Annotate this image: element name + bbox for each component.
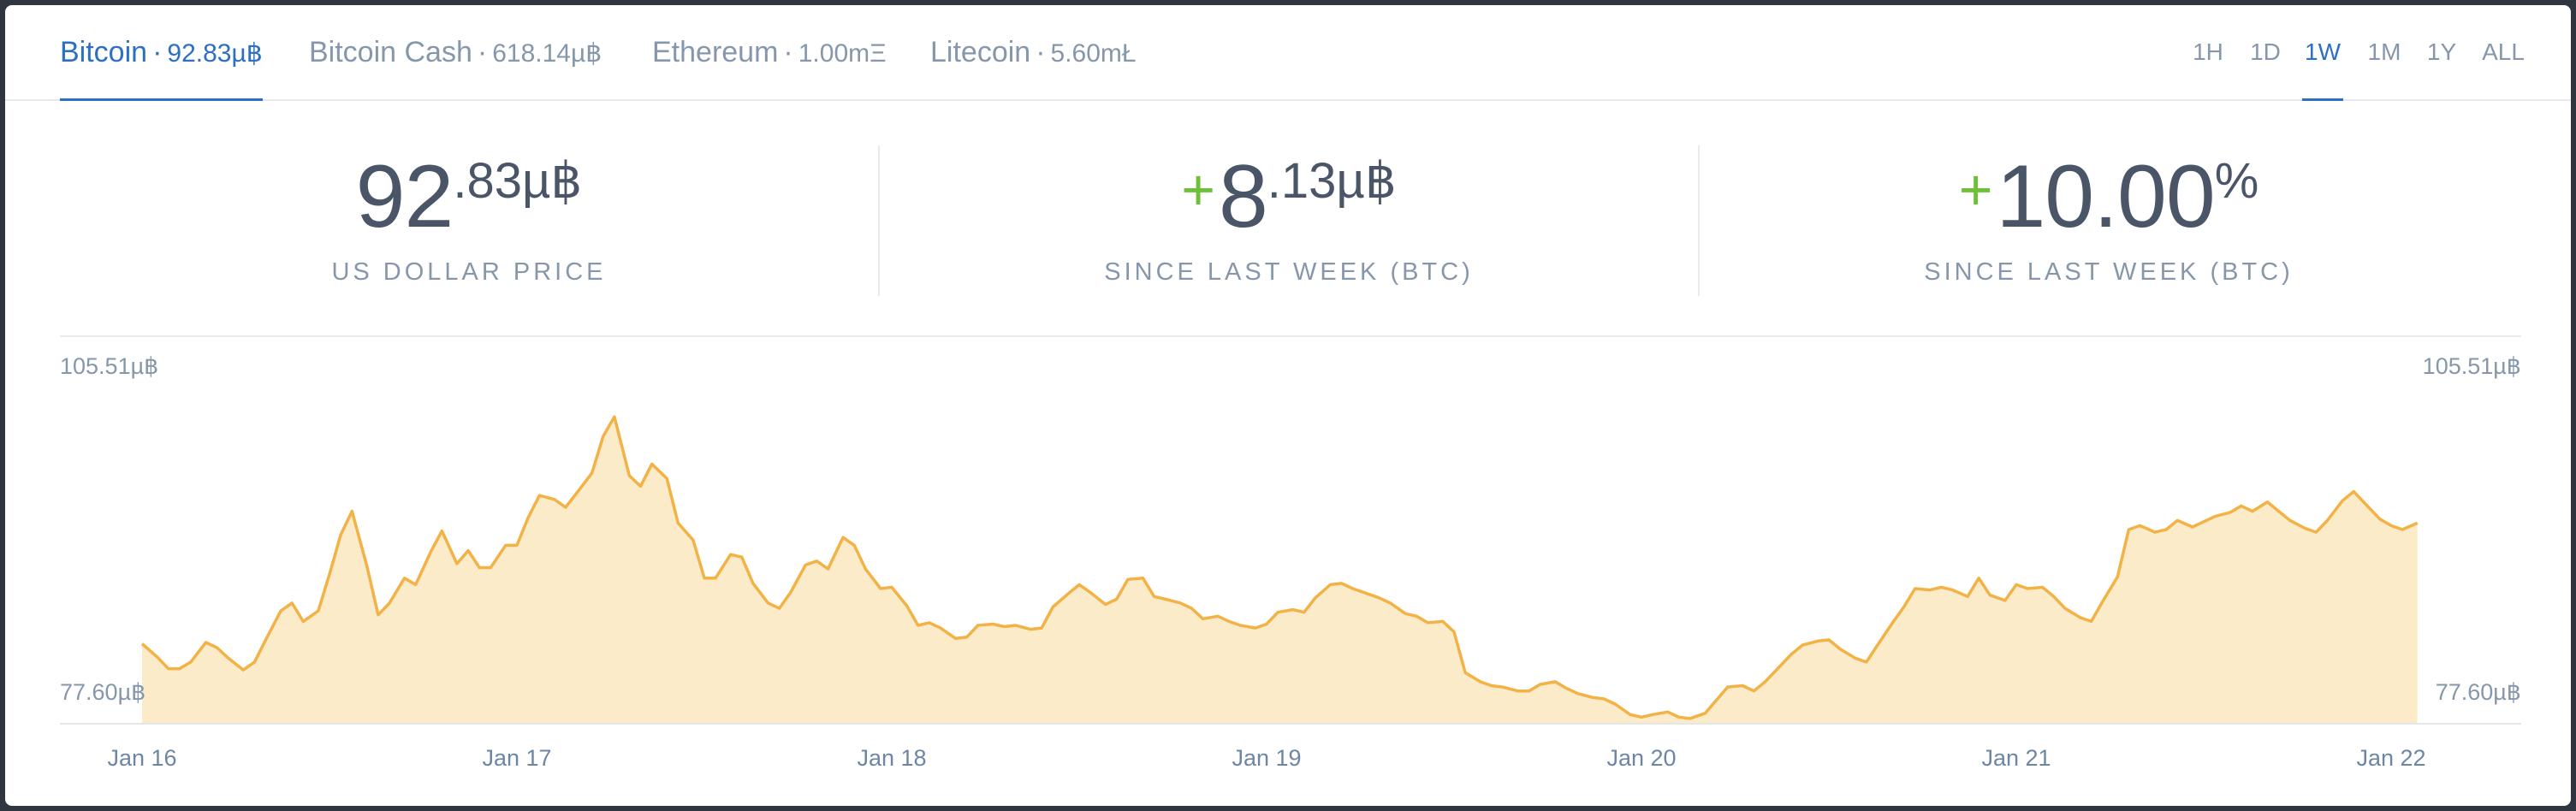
stat-price-fraction: .83µ฿ [453,153,583,209]
tab-separator: · [1036,36,1046,68]
tab-ethereum-label: Ethereum [652,36,779,68]
stat-divider [1698,145,1700,296]
tab-bitcoin-cash-price: 618.14µ฿ [492,39,602,68]
stat-percent-label: SINCE LAST WEEK (BTC) [1924,258,2294,286]
tab-litecoin[interactable]: Litecoin · 5.60mŁ [930,5,1137,99]
stat-price-main: 92 [355,147,454,246]
tab-bitcoin-cash[interactable]: Bitcoin Cash · 618.14µ฿ [309,5,602,99]
range-tab-1w[interactable]: 1W [2302,5,2343,101]
stat-change: +8.13µ฿ SINCE LAST WEEK (BTC) [880,145,1698,287]
stat-percent-main: 10.00 [1996,147,2215,246]
y-axis-max-right: 105.51µ฿ [2423,353,2521,379]
price-chart-panel: Bitcoin · 92.83µ฿ Bitcoin Cash · 618.14µ฿ Et… [5,5,2571,806]
tab-separator: · [477,36,488,68]
y-axis-min-left: 77.60µ฿ [60,679,145,705]
tab-separator: · [152,36,163,68]
stat-change-label: SINCE LAST WEEK (BTC) [1104,258,1474,286]
tab-separator: · [783,36,793,68]
tab-litecoin-price: 5.60mŁ [1050,39,1137,68]
x-tick-label: Jan 20 [1606,745,1676,771]
range-tab-1d[interactable]: 1D [2250,38,2281,65]
range-tab-1m[interactable]: 1M [2367,38,2401,65]
y-axis-min-right: 77.60µ฿ [2436,679,2521,705]
y-axis-max-left: 105.51µ฿ [60,353,158,379]
tab-bitcoin-price: 92.83µ฿ [167,39,263,68]
x-tick-label: Jan 21 [1981,745,2051,771]
x-tick-label: Jan 19 [1232,745,1301,771]
price-area-fill [142,417,2418,724]
x-tick-label: Jan 18 [857,745,926,771]
x-tick-label: Jan 17 [482,745,551,771]
price-area-chart[interactable]: 105.51µ฿ 105.51µ฿ 77.60µ฿ 77.60µ฿ Jan 16… [5,337,2571,806]
range-tab-1h[interactable]: 1H [2193,38,2223,65]
stat-change-main: 8 [1218,147,1268,246]
stat-price-value: 92.83µ฿ [60,145,878,248]
stat-percent-value: +10.00% [1700,145,2518,248]
tab-litecoin-label: Litecoin [930,36,1031,68]
chart-top-border [60,335,2521,337]
x-tick-label: Jan 22 [2356,745,2425,771]
price-line [140,415,2419,720]
x-axis-ticks: Jan 16 Jan 17 Jan 18 Jan 19 Jan 20 Jan 21 Jan … [107,745,2425,771]
plus-sign: + [1958,157,1993,222]
tab-ethereum[interactable]: Ethereum · 1.00mΞ [652,5,887,99]
stat-change-value: +8.13µ฿ [880,145,1698,248]
plus-sign: + [1181,157,1215,222]
x-tick-label: Jan 16 [107,745,176,771]
tab-bitcoin[interactable]: Bitcoin · 92.83µ฿ [60,5,263,101]
stat-divider [878,145,880,296]
stat-percent-sign: % [2214,153,2259,209]
range-tab-1y[interactable]: 1Y [2426,38,2457,65]
stat-change-fraction: .13µ฿ [1267,153,1397,209]
stat-price-label: US DOLLAR PRICE [331,258,607,286]
tab-bitcoin-label: Bitcoin [60,36,148,68]
tab-ethereum-price: 1.00mΞ [798,39,887,68]
stat-price: 92.83µ฿ US DOLLAR PRICE [60,145,878,287]
top-bar: Bitcoin · 92.83µ฿ Bitcoin Cash · 618.14µ฿ Et… [5,5,2571,101]
tab-bitcoin-cash-label: Bitcoin Cash [309,36,472,68]
stat-percent: +10.00% SINCE LAST WEEK (BTC) [1700,145,2518,287]
range-tab-all[interactable]: ALL [2482,38,2525,65]
